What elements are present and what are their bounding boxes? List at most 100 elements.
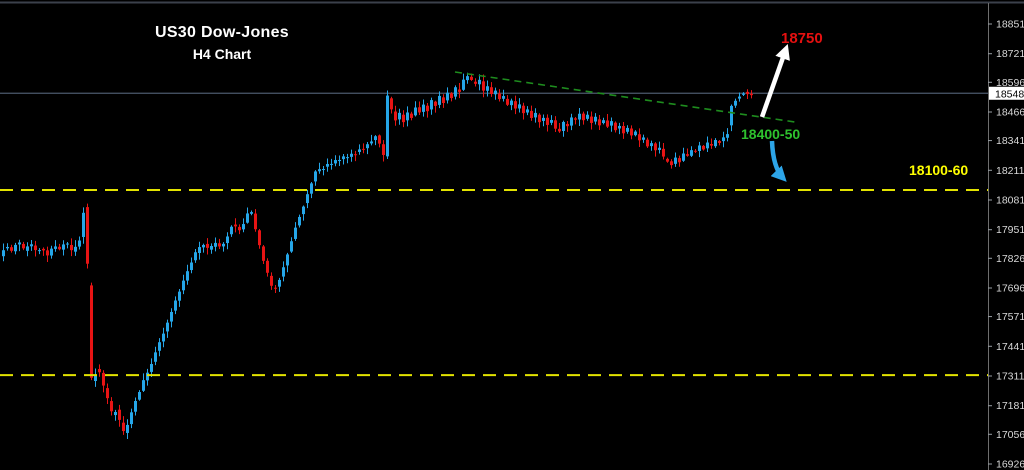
candle-body <box>550 119 553 123</box>
candle-body <box>314 171 317 182</box>
candle-body <box>722 137 725 142</box>
candle-body <box>190 262 193 271</box>
candle-body <box>298 216 301 226</box>
candle-body <box>570 117 573 126</box>
candle-body <box>86 207 89 264</box>
candle-body <box>374 136 377 141</box>
candle-body <box>454 87 457 97</box>
bearish-breakdown-arrow[interactable] <box>769 140 787 182</box>
candle-body <box>326 164 329 167</box>
candle-body <box>694 150 697 152</box>
candle-body <box>46 250 49 256</box>
candle-body <box>290 241 293 252</box>
support-zone-label[interactable]: 18100-60 <box>909 162 969 178</box>
candle-body <box>94 375 97 382</box>
candle-body <box>310 183 313 194</box>
candle-body <box>206 243 209 248</box>
candle-body <box>162 333 165 342</box>
price-target-label[interactable]: 18750 <box>781 30 823 47</box>
candle-body <box>586 114 589 119</box>
candle-body <box>34 245 37 251</box>
candle-body <box>70 244 73 251</box>
candle-body <box>418 107 421 113</box>
candle-body <box>382 144 385 155</box>
axis-price-label: 17441 <box>996 341 1024 353</box>
candle-body <box>158 342 161 351</box>
candle-body <box>578 113 581 120</box>
candle-body <box>302 206 305 215</box>
candle-body <box>646 139 649 147</box>
candle-body <box>514 101 517 109</box>
axis-price-label: 17311 <box>996 371 1024 383</box>
candle-body <box>358 149 361 152</box>
candle-body <box>590 116 593 123</box>
candle-body <box>90 285 93 378</box>
candle-body <box>746 91 749 95</box>
candle-body <box>626 127 629 132</box>
candle-body <box>706 142 709 149</box>
candle-body <box>462 79 465 90</box>
candle-body <box>82 212 85 237</box>
descending-trendline[interactable] <box>454 71 796 123</box>
candle-body <box>170 311 173 322</box>
resistance-zone-label[interactable]: 18400-50 <box>741 126 801 142</box>
candle-body <box>738 96 741 99</box>
candle-body <box>74 246 77 252</box>
candle-body <box>254 213 257 230</box>
candle-body <box>518 104 521 109</box>
price-axis[interactable]: 18851 18721 18596 18466 18341 18211 18081 17951… <box>988 3 1024 470</box>
axis-price-label: 17056 <box>996 429 1024 441</box>
candle-body <box>618 125 621 129</box>
candle-body <box>718 140 721 143</box>
candle-body <box>714 140 717 147</box>
candle-body <box>2 250 5 257</box>
candle-body <box>426 105 429 112</box>
candle-body <box>338 159 341 162</box>
candle-body <box>574 118 577 120</box>
candle-body <box>350 153 353 157</box>
candle-body <box>530 110 533 118</box>
candle-body <box>130 412 133 425</box>
candle-body <box>702 145 705 150</box>
candle-body <box>166 322 169 332</box>
candle-body <box>390 98 393 110</box>
candle-body <box>266 260 269 273</box>
candle-body <box>342 156 345 160</box>
candle-body <box>194 252 197 261</box>
candle-body <box>214 242 217 247</box>
candle-body <box>250 212 253 214</box>
current-price-box <box>989 86 1024 100</box>
candlestick-series <box>2 72 753 439</box>
axis-price-label: 17571 <box>996 311 1024 323</box>
axis-price-label: 18721 <box>996 48 1024 60</box>
candle-body <box>670 161 673 166</box>
candle-body <box>682 153 685 161</box>
candle-body <box>14 244 17 252</box>
candle-body <box>614 122 617 131</box>
candle-body <box>126 424 129 433</box>
candle-body <box>710 144 713 146</box>
candle-body <box>582 113 585 121</box>
candle-body <box>478 79 481 85</box>
candle-body <box>446 92 449 101</box>
candle-body <box>526 109 529 113</box>
axis-price-label: 18596 <box>996 77 1024 89</box>
candle-body <box>178 291 181 301</box>
candle-body <box>30 244 33 247</box>
candle-body <box>210 246 213 250</box>
candle-body <box>470 76 473 80</box>
candle-body <box>26 246 29 251</box>
candle-body <box>466 76 469 81</box>
candle-body <box>506 98 509 105</box>
bullish-target-arrow[interactable] <box>759 43 790 118</box>
candle-body <box>10 247 13 251</box>
candle-body <box>438 95 441 105</box>
candle-body <box>474 81 477 84</box>
candle-body <box>510 100 513 106</box>
candle-body <box>678 158 681 163</box>
axis-price-label: 17951 <box>996 224 1024 236</box>
candle-body <box>378 135 381 144</box>
candle-body <box>258 230 261 246</box>
